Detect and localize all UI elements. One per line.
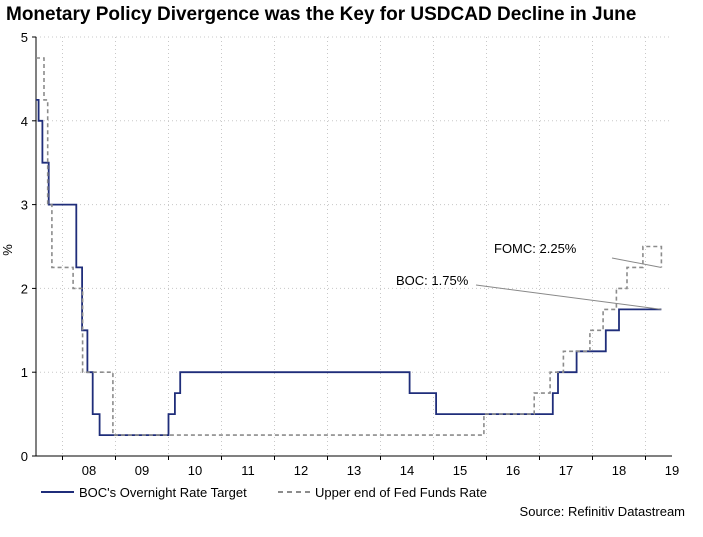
series-line-fed [36, 57, 663, 436]
annotation-boc: BOC: 1.75% [396, 273, 469, 288]
legend-label-boc: BOC's Overnight Rate Target [79, 485, 247, 500]
x-tick-label: 08 [82, 463, 96, 478]
x-tick-label: 17 [559, 463, 573, 478]
x-tick-label: 13 [347, 463, 361, 478]
y-axis-label: % [0, 244, 15, 256]
y-tick-label: 5 [21, 30, 28, 45]
x-tick-label: 18 [612, 463, 626, 478]
x-tick-label: 10 [188, 463, 202, 478]
x-tick-label: 15 [453, 463, 467, 478]
x-tick-label: 19 [665, 463, 679, 478]
y-tick-label: 4 [21, 114, 28, 129]
axes [35, 37, 672, 457]
y-tick-label: 3 [21, 198, 28, 213]
gridlines [36, 36, 672, 456]
x-tick-label: 12 [294, 463, 308, 478]
x-tick-label: 09 [135, 463, 149, 478]
y-tick-label: 1 [21, 365, 28, 380]
y-ticks: 0 1 2 3 4 5 [21, 30, 36, 464]
x-ticks: 08 09 10 11 12 13 14 15 16 17 18 19 [62, 456, 679, 478]
legend: BOC's Overnight Rate Target Upper end of… [41, 485, 487, 500]
annotation-fomc-leader [611, 257, 662, 268]
x-tick-label: 16 [506, 463, 520, 478]
annotation-fomc: FOMC: 2.25% [494, 241, 577, 256]
legend-label-fed: Upper end of Fed Funds Rate [315, 485, 487, 500]
annotation-boc-leader [475, 284, 662, 310]
series-layer [36, 57, 663, 436]
series-line-boc [36, 99, 662, 436]
x-tick-label: 14 [400, 463, 414, 478]
x-tick-label: 11 [241, 463, 255, 478]
y-tick-label: 0 [21, 449, 28, 464]
y-tick-label: 2 [21, 281, 28, 296]
annotations: FOMC: 2.25% BOC: 1.75% [396, 241, 662, 310]
source-note: Source: Refinitiv Datastream [520, 504, 685, 519]
chart-title: Monetary Policy Divergence was the Key f… [6, 4, 636, 25]
